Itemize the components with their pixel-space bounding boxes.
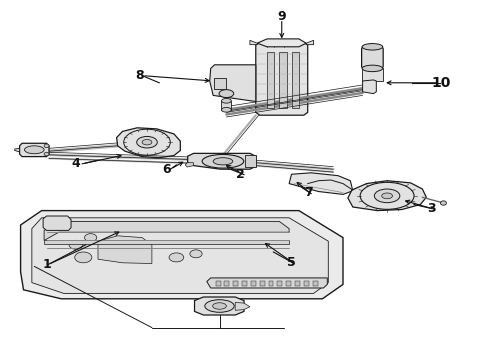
Bar <box>260 281 265 286</box>
Bar <box>245 155 256 167</box>
Ellipse shape <box>74 252 92 263</box>
Bar <box>277 281 282 286</box>
Ellipse shape <box>202 154 244 168</box>
Bar <box>292 52 299 108</box>
Bar <box>251 281 256 286</box>
Ellipse shape <box>213 303 226 309</box>
Text: 8: 8 <box>135 69 144 82</box>
Polygon shape <box>256 42 308 115</box>
Polygon shape <box>44 221 289 240</box>
Ellipse shape <box>362 65 383 72</box>
Ellipse shape <box>221 99 231 103</box>
Ellipse shape <box>190 250 202 258</box>
Text: 2: 2 <box>236 168 245 181</box>
Polygon shape <box>15 148 20 152</box>
Polygon shape <box>362 68 383 81</box>
Text: 3: 3 <box>427 202 436 215</box>
Polygon shape <box>21 211 343 299</box>
Polygon shape <box>235 302 250 310</box>
Bar <box>214 78 226 89</box>
Bar <box>279 52 287 108</box>
Bar <box>216 281 220 286</box>
Polygon shape <box>44 240 289 244</box>
Polygon shape <box>207 278 327 288</box>
Bar <box>233 281 238 286</box>
Bar <box>313 281 318 286</box>
Ellipse shape <box>205 300 234 312</box>
Bar <box>286 281 291 286</box>
Ellipse shape <box>374 189 400 203</box>
Text: 10: 10 <box>431 76 451 90</box>
Bar <box>242 281 247 286</box>
Ellipse shape <box>24 146 44 154</box>
Ellipse shape <box>213 158 233 165</box>
Polygon shape <box>195 297 244 315</box>
Ellipse shape <box>137 136 157 148</box>
Bar <box>267 52 274 108</box>
Text: 9: 9 <box>277 10 286 23</box>
Polygon shape <box>348 181 426 211</box>
Polygon shape <box>306 40 314 45</box>
Polygon shape <box>43 216 71 230</box>
Text: 1: 1 <box>42 258 51 271</box>
Ellipse shape <box>221 107 231 112</box>
Polygon shape <box>20 143 49 157</box>
Polygon shape <box>210 65 256 102</box>
Text: 6: 6 <box>162 163 171 176</box>
Polygon shape <box>32 218 328 293</box>
Polygon shape <box>362 47 383 68</box>
Bar <box>304 281 309 286</box>
Ellipse shape <box>44 144 49 148</box>
Ellipse shape <box>69 240 83 249</box>
Polygon shape <box>363 80 376 94</box>
Ellipse shape <box>219 90 234 98</box>
Bar <box>224 281 229 286</box>
Polygon shape <box>289 173 353 194</box>
Bar <box>269 281 273 286</box>
Ellipse shape <box>382 193 392 199</box>
Polygon shape <box>250 40 257 45</box>
Polygon shape <box>257 39 306 47</box>
Ellipse shape <box>84 234 97 242</box>
Ellipse shape <box>44 152 49 156</box>
Polygon shape <box>98 236 152 264</box>
Ellipse shape <box>362 44 383 50</box>
Ellipse shape <box>169 253 184 262</box>
Polygon shape <box>221 101 231 110</box>
Text: 4: 4 <box>72 157 80 170</box>
Text: 7: 7 <box>304 186 313 199</box>
Ellipse shape <box>142 140 152 145</box>
Polygon shape <box>117 128 180 158</box>
Ellipse shape <box>441 201 446 205</box>
Text: 5: 5 <box>287 256 296 269</box>
Bar <box>295 281 300 286</box>
Polygon shape <box>185 163 194 167</box>
Polygon shape <box>188 153 256 169</box>
